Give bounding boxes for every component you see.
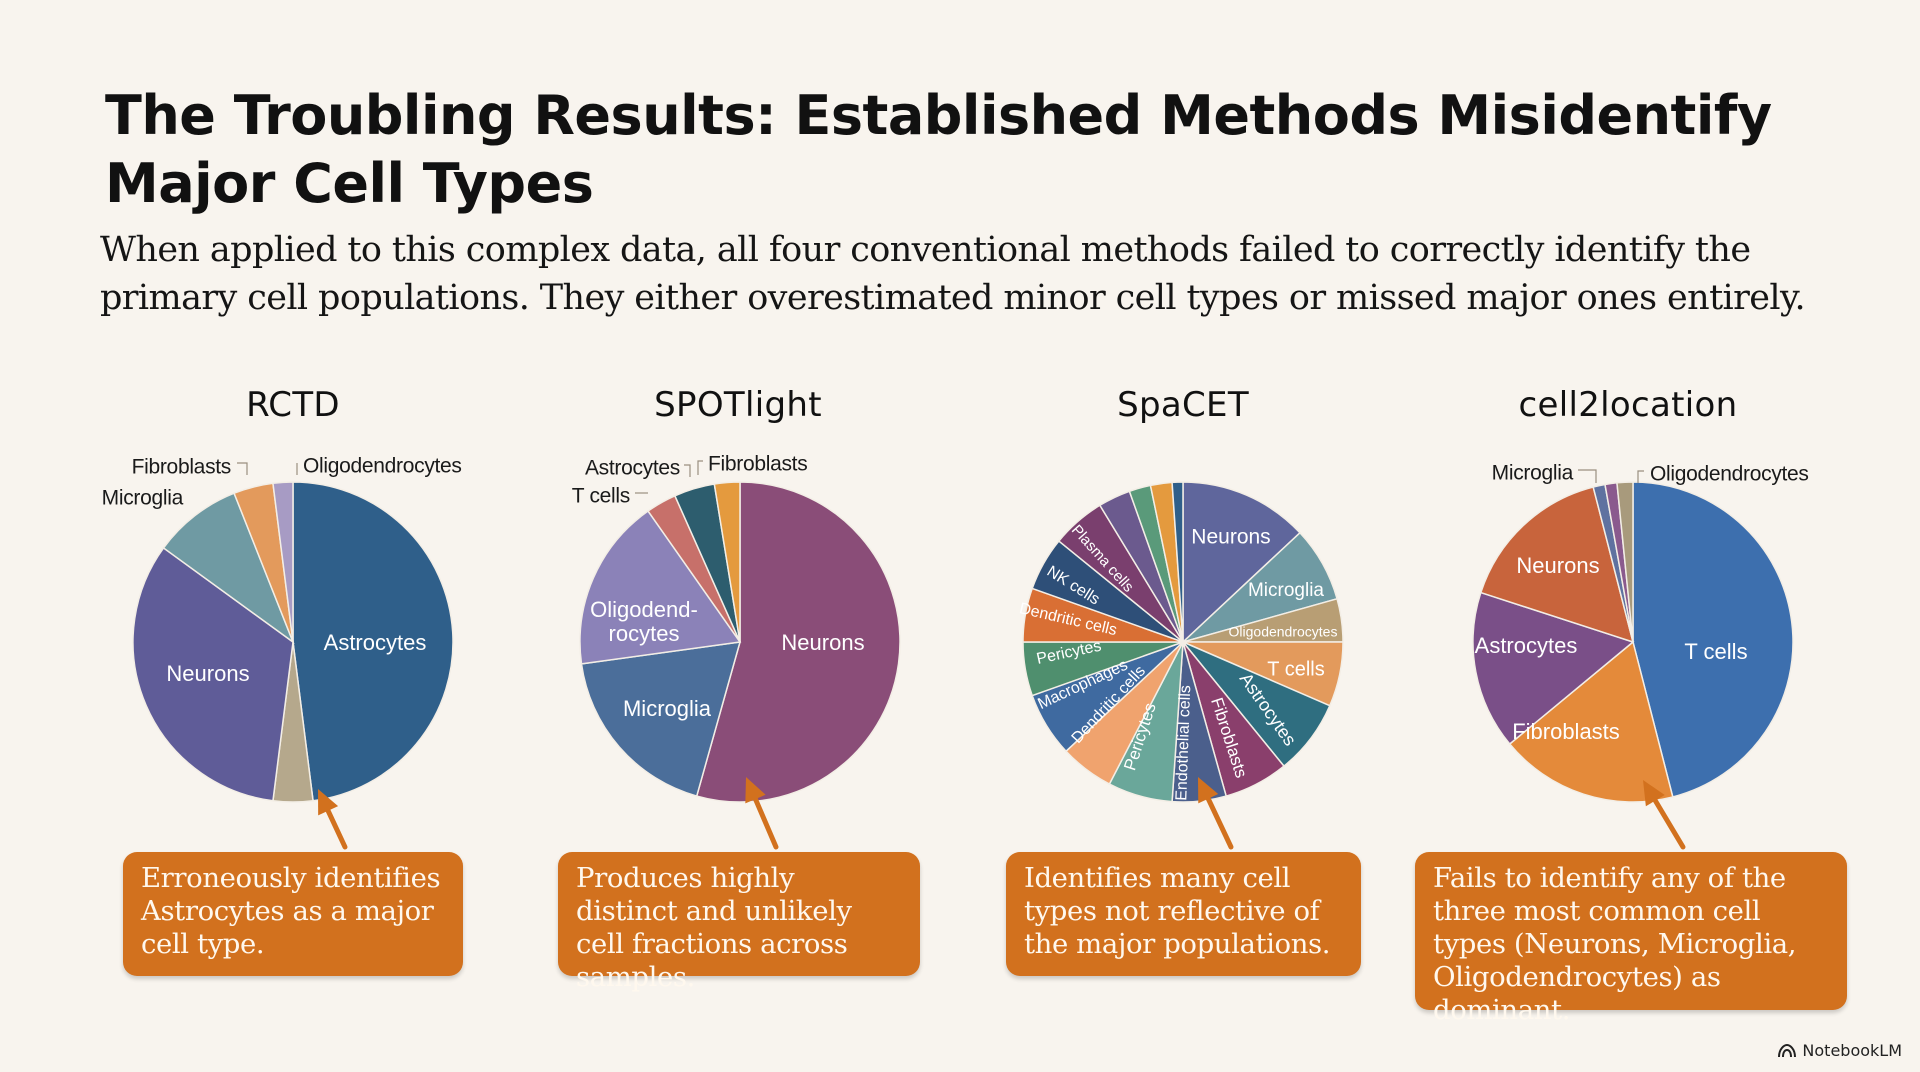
- slice-label: Oligodend-rocytes: [590, 597, 698, 646]
- brand-footer: NotebookLM: [1778, 1041, 1902, 1060]
- pie-slices: [1022, 481, 1344, 803]
- chart-title: cell2location: [1518, 385, 1738, 425]
- callout-arrow-head: [318, 789, 339, 816]
- chart-title: RCTD: [246, 385, 340, 425]
- slice-label: Oligodendrocytes: [1229, 624, 1338, 640]
- pie-slices: [132, 481, 454, 803]
- leader-line: [684, 464, 691, 477]
- pie-slice-2-0: [1182, 481, 1301, 644]
- leader-line: [1637, 470, 1644, 483]
- pie-chart-spotlight: Neurons Microglia Oligodend-rocytes T cells…: [572, 453, 901, 850]
- callout-arrow-head: [1643, 780, 1665, 807]
- panel-spotlight: SPOTlight Neurons Microglia Oligodend-rocy…: [508, 385, 968, 1025]
- slice-label: Astrocytes: [1475, 633, 1578, 658]
- pie-slice-0-2: [132, 546, 294, 802]
- leader-line: [697, 460, 703, 475]
- pie-slice-1-2: [579, 510, 742, 665]
- slice-label: Neurons: [1191, 526, 1270, 549]
- callout-arrow-head: [745, 777, 766, 804]
- slice-label: T cells: [1684, 639, 1747, 664]
- pie-slices: [1472, 481, 1794, 803]
- slice-label: T cells: [1267, 658, 1324, 680]
- slice-label-outside: Fibroblasts: [132, 456, 231, 479]
- callout-arrow-shaft: [325, 808, 348, 850]
- slice-label: Astrocytes: [324, 630, 427, 655]
- slice-label-outside: Fibroblasts: [708, 453, 807, 476]
- callout-spacet: Identifies many cell types not reflectiv…: [1006, 852, 1361, 976]
- pie-slice-1-5: [713, 481, 741, 643]
- panel-cell2location: cell2location T cells Fibroblasts Astrocyt…: [1398, 385, 1858, 1026]
- page-title: The Troubling Results: Established Metho…: [105, 84, 1772, 215]
- callout-rctd: Erroneously identifies Astrocytes as a m…: [123, 852, 463, 976]
- pie-slice-3-6: [1616, 481, 1634, 643]
- slice-label: Fibroblasts: [1512, 719, 1620, 744]
- slice-label-outside: Microglia: [102, 487, 184, 510]
- pie-slice-2-17: [1171, 481, 1184, 643]
- leader-line: [237, 462, 248, 475]
- pie-slice-3-0: [1632, 481, 1794, 798]
- slice-label: Neurons: [781, 630, 864, 655]
- callout-cell2location: Fails to identify any of the three most …: [1415, 852, 1847, 1026]
- chart-title: SpaCET: [1117, 385, 1249, 425]
- callout-arrow-shaft: [752, 796, 779, 850]
- callout-arrow-shaft: [1205, 796, 1234, 850]
- pie-chart-rctd: Astrocytes Neurons Microglia Fibroblasts Oli…: [102, 455, 462, 850]
- slice-label: Endothelial cells: [1173, 685, 1194, 801]
- slice-label: Microglia: [1248, 580, 1324, 601]
- slice-label-outside: Astrocytes: [585, 457, 680, 480]
- pie-slices: [579, 481, 901, 803]
- pie-slice-0-5: [272, 481, 294, 643]
- slice-label-outside: Oligodendrocytes: [1650, 463, 1809, 486]
- chart-title: SPOTlight: [654, 385, 822, 425]
- pie-slice-1-1: [580, 641, 742, 797]
- slice-label: Neurons: [166, 661, 249, 686]
- notebooklm-logo-icon: [1778, 1043, 1797, 1057]
- pie-slice-1-0: [695, 481, 901, 803]
- slice-label-outside: Oligodendrocytes: [303, 455, 462, 478]
- callout-spotlight: Produces highly distinct and unlikely ce…: [558, 852, 920, 993]
- slice-label: Microglia: [623, 696, 712, 721]
- callout-arrow-shaft: [1652, 798, 1686, 850]
- pie-chart-cell2location: T cells Fibroblasts Astrocytes Neurons Micro…: [1472, 462, 1809, 850]
- panel-rctd: RCTD Astrocytes Neurons Microglia Fibroblas…: [63, 385, 523, 1025]
- slice-label-outside: T cells: [572, 485, 630, 508]
- brand-name: NotebookLM: [1802, 1041, 1902, 1060]
- pie-slice-0-0: [292, 481, 454, 802]
- callout-arrow-head: [1198, 777, 1219, 804]
- pie-slice-3-3: [1479, 486, 1635, 644]
- page-subtitle: When applied to this complex data, all f…: [100, 230, 1806, 318]
- pie-slice-3-2: [1472, 591, 1635, 746]
- panel-spacet: SpaCET Neurons Microglia Oligodendrocytes T…: [953, 385, 1413, 1025]
- slice-label: Neurons: [1516, 553, 1599, 578]
- leader-line: [1578, 469, 1597, 483]
- pie-slice-0-3: [162, 492, 295, 645]
- slice-label-outside: Microglia: [1492, 462, 1574, 485]
